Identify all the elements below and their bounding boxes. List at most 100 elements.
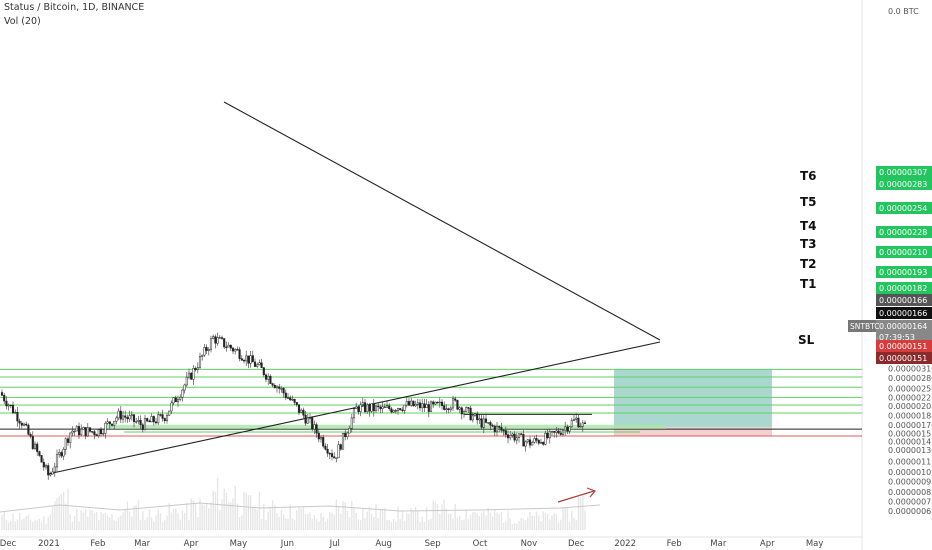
- volume-bar: [560, 519, 562, 530]
- candle-body: [482, 418, 485, 428]
- candle-body: [135, 421, 138, 423]
- volume-bar: [144, 519, 146, 530]
- candle: [544, 430, 547, 446]
- candle-body: [267, 375, 270, 380]
- price-tag-bg: [876, 266, 932, 278]
- candle: [434, 401, 437, 406]
- candle: [36, 441, 39, 456]
- candle-body: [427, 404, 430, 412]
- candle: [350, 414, 353, 433]
- volume-bar: [518, 521, 520, 530]
- volume-bar: [54, 501, 56, 530]
- candle: [502, 429, 505, 436]
- price-tag-bg: [876, 246, 932, 258]
- y-tick-label: 0.00000083: [888, 488, 932, 497]
- volume-bar: [150, 517, 153, 530]
- candle: [407, 397, 411, 407]
- volume-bar: [340, 513, 342, 530]
- candle: [212, 334, 215, 340]
- candle-body: [421, 403, 424, 409]
- volume-bar: [263, 503, 265, 530]
- volume-bar: [351, 500, 353, 530]
- price-tag: 0.00000210: [876, 246, 932, 258]
- candle-body: [416, 402, 419, 405]
- symbol-title: Status / Bitcoin, 1D, BINANCE: [4, 2, 145, 13]
- volume-bar: [159, 513, 162, 530]
- volume-bar: [109, 517, 111, 530]
- candle-body: [460, 407, 463, 415]
- candle: [390, 406, 393, 414]
- candle-body: [124, 415, 127, 418]
- candle-body: [293, 399, 296, 403]
- volume-bar: [269, 506, 272, 530]
- candle: [271, 382, 274, 388]
- volume-bar: [62, 491, 65, 530]
- candle: [69, 432, 72, 449]
- candle-body: [108, 421, 111, 425]
- candle-body: [335, 457, 338, 459]
- volume-bar: [126, 501, 129, 530]
- volume-bar: [5, 519, 8, 530]
- candle: [346, 431, 349, 440]
- volume-bar: [377, 518, 379, 530]
- volume-bar: [478, 515, 481, 530]
- candle: [225, 341, 228, 352]
- candle-body: [141, 424, 144, 431]
- candle: [432, 400, 435, 408]
- candle-body: [47, 465, 50, 476]
- candle: [542, 441, 545, 446]
- candle: [498, 425, 501, 433]
- volume-bar: [498, 514, 500, 530]
- candle: [583, 420, 587, 424]
- y-tick-label: 0.00000093: [888, 477, 932, 486]
- candle: [412, 400, 415, 407]
- volume-bar: [40, 522, 43, 530]
- price-tag: 0.00000283: [876, 178, 932, 190]
- volume-bar: [535, 511, 538, 530]
- candle-body: [383, 406, 386, 408]
- volume-bar: [309, 511, 311, 530]
- x-tick-label: May: [806, 539, 824, 549]
- candle: [126, 414, 129, 423]
- price-tag-label: 0.00000307: [879, 168, 927, 177]
- candle-body: [458, 407, 461, 410]
- volume-bar: [582, 494, 584, 530]
- volume-bar: [93, 513, 96, 530]
- x-tick-label: Apr: [760, 539, 775, 549]
- volume-bar: [14, 521, 16, 530]
- volume-bar: [542, 511, 544, 530]
- candle: [469, 405, 472, 421]
- volume-bar: [124, 509, 126, 530]
- candle-body: [555, 430, 558, 433]
- candle-body: [366, 404, 369, 412]
- candles: [0, 332, 587, 480]
- candle-body: [273, 384, 276, 389]
- volume-bar: [258, 491, 261, 530]
- candle-body: [390, 408, 393, 413]
- candle: [95, 433, 98, 437]
- volume-bar: [439, 513, 441, 530]
- y-tick-label: 0.00000280: [888, 374, 932, 383]
- volume-bar: [128, 511, 131, 530]
- price-tag-label: 0.00000254: [879, 204, 927, 213]
- volume-bar: [322, 516, 324, 530]
- candle-body: [432, 401, 435, 405]
- candle-body: [163, 418, 166, 421]
- x-tick-label: Nov: [521, 539, 538, 549]
- volume-bar: [324, 521, 327, 530]
- symbol-tag-label: SNTBTC: [850, 322, 879, 331]
- candle: [493, 424, 496, 436]
- candle-body: [102, 433, 105, 435]
- candle-body: [245, 355, 248, 362]
- candle-body: [278, 386, 281, 389]
- candle-body: [359, 404, 362, 412]
- volume-bar: [78, 521, 80, 530]
- candle: [363, 398, 367, 414]
- candle: [337, 440, 340, 459]
- candle: [179, 394, 182, 402]
- candle: [421, 398, 424, 413]
- candle: [467, 407, 470, 413]
- volume-bar: [447, 514, 450, 530]
- volume-bar: [507, 510, 509, 530]
